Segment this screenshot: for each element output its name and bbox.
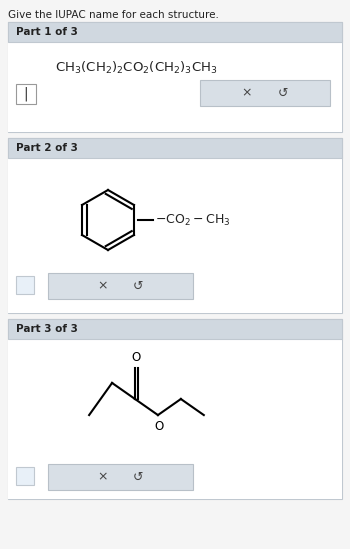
- Text: ×: ×: [97, 279, 108, 293]
- Text: ↺: ↺: [133, 470, 144, 484]
- Bar: [8, 22, 342, 132]
- Text: Give the IUPAC name for each structure.: Give the IUPAC name for each structure.: [8, 10, 219, 20]
- Bar: [8, 138, 342, 313]
- Bar: [16, 467, 34, 485]
- Text: ↺: ↺: [278, 87, 288, 99]
- Text: O: O: [132, 351, 141, 364]
- Text: ×: ×: [242, 87, 252, 99]
- Bar: [8, 42, 342, 132]
- Bar: [8, 138, 342, 158]
- Bar: [8, 22, 342, 42]
- Bar: [48, 464, 193, 490]
- Text: ↺: ↺: [133, 279, 144, 293]
- Bar: [48, 273, 193, 299]
- Text: $\mathrm{CH_3(CH_2)_2CO_2(CH_2)_3CH_3}$: $\mathrm{CH_3(CH_2)_2CO_2(CH_2)_3CH_3}$: [55, 60, 218, 76]
- Text: Part 2 of 3: Part 2 of 3: [16, 143, 78, 153]
- Text: Part 1 of 3: Part 1 of 3: [16, 27, 78, 37]
- Bar: [200, 80, 330, 106]
- Bar: [16, 84, 36, 104]
- Bar: [8, 319, 342, 499]
- Bar: [8, 339, 342, 499]
- Text: |: |: [24, 87, 28, 101]
- Text: Part 3 of 3: Part 3 of 3: [16, 324, 78, 334]
- Bar: [8, 319, 342, 339]
- Text: ×: ×: [97, 470, 108, 484]
- Bar: [8, 158, 342, 313]
- Text: $\mathrm{-CO_2-CH_3}$: $\mathrm{-CO_2-CH_3}$: [155, 212, 231, 227]
- Text: O: O: [154, 420, 163, 433]
- Bar: [16, 276, 34, 294]
